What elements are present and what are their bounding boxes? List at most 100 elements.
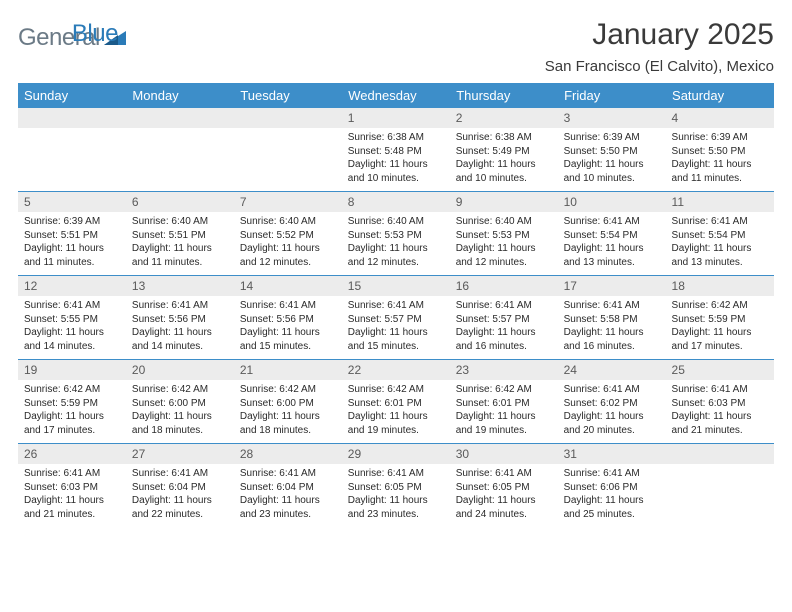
sunset-line: Sunset: 5:52 PM: [240, 229, 336, 243]
sunset-line: Sunset: 6:00 PM: [240, 397, 336, 411]
calendar-day-cell: 15 Sunrise: 6:41 AMSunset: 5:57 PMDayligh…: [342, 276, 450, 360]
calendar-day-cell: [18, 108, 126, 192]
calendar-day-cell: 29Sunrise: 6:41 AMSunset: 6:05 PMDayligh…: [342, 444, 450, 528]
calendar-day-cell: 6 Sunrise: 6:40 AMSunset: 5:51 PMDaylight…: [126, 192, 234, 276]
weekday-header: Tuesday: [234, 83, 342, 108]
calendar-day-cell: 21Sunrise: 6:42 AMSunset: 6:00 PMDayligh…: [234, 360, 342, 444]
sunrise-line: Sunrise: 6:41 AM: [240, 299, 336, 313]
daylight-line: Daylight: 11 hours and 14 minutes.: [132, 326, 228, 353]
daylight-line: Daylight: 11 hours and 14 minutes.: [24, 326, 120, 353]
calendar-day-cell: [234, 108, 342, 192]
day-content: Sunrise: 6:42 AMSunset: 5:59 PMDaylight:…: [18, 383, 126, 437]
day-content: Sunrise: 6:41 AMSunset: 5:57 PMDaylight:…: [342, 299, 450, 353]
day-number: 15: [342, 276, 450, 296]
day-number: 11: [666, 192, 774, 212]
sunrise-line: Sunrise: 6:41 AM: [564, 383, 660, 397]
calendar-day-cell: 27Sunrise: 6:41 AMSunset: 6:04 PMDayligh…: [126, 444, 234, 528]
daylight-line: Daylight: 11 hours and 17 minutes.: [672, 326, 768, 353]
weekday-header: Monday: [126, 83, 234, 108]
sunset-line: Sunset: 5:56 PM: [132, 313, 228, 327]
day-content: Sunrise: 6:41 AMSunset: 6:03 PMDaylight:…: [666, 383, 774, 437]
sunrise-line: Sunrise: 6:41 AM: [348, 467, 444, 481]
calendar-day-cell: 9Sunrise: 6:40 AMSunset: 5:53 PMDaylight…: [450, 192, 558, 276]
day-number: 10: [558, 192, 666, 212]
logo-text-blue: Blue: [72, 20, 118, 48]
day-number: 7: [234, 192, 342, 212]
sunrise-line: Sunrise: 6:41 AM: [564, 299, 660, 313]
daylight-line: Daylight: 11 hours and 10 minutes.: [564, 158, 660, 185]
sunset-line: Sunset: 5:53 PM: [348, 229, 444, 243]
day-number: 6: [126, 192, 234, 212]
sunset-line: Sunset: 6:01 PM: [456, 397, 552, 411]
day-number: 30: [450, 444, 558, 464]
day-number: 13: [126, 276, 234, 296]
day-number: 29: [342, 444, 450, 464]
day-number: 20: [126, 360, 234, 380]
sunset-line: Sunset: 5:49 PM: [456, 145, 552, 159]
sunset-line: Sunset: 6:01 PM: [348, 397, 444, 411]
daylight-line: Daylight: 11 hours and 10 minutes.: [348, 158, 444, 185]
sunrise-line: Sunrise: 6:41 AM: [132, 467, 228, 481]
sunset-line: Sunset: 6:05 PM: [456, 481, 552, 495]
sunrise-line: Sunrise: 6:38 AM: [456, 131, 552, 145]
day-content: Sunrise: 6:41 AMSunset: 5:58 PMDaylight:…: [558, 299, 666, 353]
daylight-line: Daylight: 11 hours and 12 minutes.: [456, 242, 552, 269]
sunrise-line: Sunrise: 6:41 AM: [564, 467, 660, 481]
day-number: 18: [666, 276, 774, 296]
calendar-day-cell: 3Sunrise: 6:39 AMSunset: 5:50 PMDaylight…: [558, 108, 666, 192]
day-number-empty: [18, 108, 126, 128]
day-number: 31: [558, 444, 666, 464]
sunset-line: Sunset: 5:51 PM: [24, 229, 120, 243]
day-content: Sunrise: 6:42 AMSunset: 6:00 PMDaylight:…: [234, 383, 342, 437]
day-content: Sunrise: 6:38 AMSunset: 5:48 PMDaylight:…: [342, 131, 450, 185]
daylight-line: Daylight: 11 hours and 11 minutes.: [672, 158, 768, 185]
daylight-line: Daylight: 11 hours and 23 minutes.: [348, 494, 444, 521]
calendar-day-cell: 1 Sunrise: 6:38 AMSunset: 5:48 PMDaylight…: [342, 108, 450, 192]
daylight-line: Daylight: 11 hours and 12 minutes.: [348, 242, 444, 269]
daylight-line: Daylight: 11 hours and 25 minutes.: [564, 494, 660, 521]
weekday-header: Saturday: [666, 83, 774, 108]
calendar-body: 1 Sunrise: 6:38 AMSunset: 5:48 PMDaylight…: [18, 108, 774, 527]
day-content: Sunrise: 6:42 AMSunset: 5:59 PMDaylight:…: [666, 299, 774, 353]
sunrise-line: Sunrise: 6:41 AM: [132, 299, 228, 313]
sunset-line: Sunset: 5:55 PM: [24, 313, 120, 327]
sunset-line: Sunset: 6:03 PM: [24, 481, 120, 495]
sunrise-line: Sunrise: 6:42 AM: [240, 383, 336, 397]
day-number-empty: [126, 108, 234, 128]
day-number: 14: [234, 276, 342, 296]
day-content: Sunrise: 6:41 AMSunset: 5:57 PMDaylight:…: [450, 299, 558, 353]
day-number-empty: [234, 108, 342, 128]
calendar-day-cell: 26Sunrise: 6:41 AMSunset: 6:03 PMDayligh…: [18, 444, 126, 528]
calendar-day-cell: [666, 444, 774, 528]
day-number: 22: [342, 360, 450, 380]
day-number: 23: [450, 360, 558, 380]
calendar-day-cell: 20 Sunrise: 6:42 AMSunset: 6:00 PMDayligh…: [126, 360, 234, 444]
day-number: 8: [342, 192, 450, 212]
calendar-week-row: 1 Sunrise: 6:38 AMSunset: 5:48 PMDaylight…: [18, 108, 774, 192]
header: General Blue January 2025 San Francisco …: [18, 18, 774, 75]
calendar-day-cell: 31 Sunrise: 6:41 AMSunset: 6:06 PMDayligh…: [558, 444, 666, 528]
day-content: Sunrise: 6:42 AMSunset: 6:00 PMDaylight:…: [126, 383, 234, 437]
sunrise-line: Sunrise: 6:41 AM: [348, 299, 444, 313]
sunrise-line: Sunrise: 6:41 AM: [564, 215, 660, 229]
day-number: 5: [18, 192, 126, 212]
daylight-line: Daylight: 11 hours and 20 minutes.: [564, 410, 660, 437]
day-number: 16: [450, 276, 558, 296]
sunrise-line: Sunrise: 6:41 AM: [672, 215, 768, 229]
day-number: 4: [666, 108, 774, 128]
sunrise-line: Sunrise: 6:39 AM: [24, 215, 120, 229]
calendar-day-cell: 22Sunrise: 6:42 AMSunset: 6:01 PMDayligh…: [342, 360, 450, 444]
sunset-line: Sunset: 6:04 PM: [240, 481, 336, 495]
day-number: 1: [342, 108, 450, 128]
day-content: Sunrise: 6:41 AMSunset: 5:54 PMDaylight:…: [558, 215, 666, 269]
day-number: 3: [558, 108, 666, 128]
day-number: 25: [666, 360, 774, 380]
calendar-day-cell: [126, 108, 234, 192]
calendar-head: SundayMondayTuesdayWednesdayThursdayFrid…: [18, 83, 774, 108]
sunset-line: Sunset: 5:50 PM: [564, 145, 660, 159]
calendar-day-cell: 24Sunrise: 6:41 AMSunset: 6:02 PMDayligh…: [558, 360, 666, 444]
weekday-header: Friday: [558, 83, 666, 108]
sunset-line: Sunset: 6:06 PM: [564, 481, 660, 495]
day-content: Sunrise: 6:42 AMSunset: 6:01 PMDaylight:…: [450, 383, 558, 437]
day-content: Sunrise: 6:40 AMSunset: 5:51 PMDaylight:…: [126, 215, 234, 269]
